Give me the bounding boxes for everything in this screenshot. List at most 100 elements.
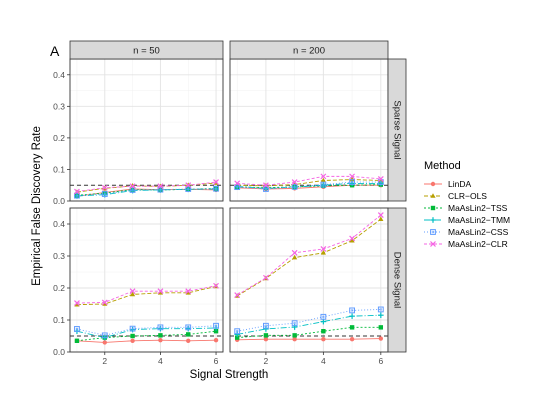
x-tick-label: 2 xyxy=(264,356,269,366)
strip-row-1-bg xyxy=(387,58,407,202)
data-point xyxy=(320,313,327,320)
series-line xyxy=(76,285,217,304)
series-line xyxy=(237,338,381,341)
legend-label: MaAsLin2−CLR xyxy=(448,239,508,249)
data-point xyxy=(320,318,327,325)
data-point xyxy=(320,173,327,180)
legend-key-marker xyxy=(430,217,436,223)
data-point xyxy=(292,337,297,342)
data-point xyxy=(321,337,326,342)
data-point xyxy=(185,290,191,295)
data-point xyxy=(349,237,355,243)
data-point xyxy=(185,182,192,189)
series-line xyxy=(237,314,381,335)
data-point xyxy=(157,288,164,295)
legend-label: MaAsLin2−TMM xyxy=(448,215,510,225)
data-point xyxy=(262,182,269,189)
legend-item: CLR−OLS xyxy=(424,191,487,201)
data-point xyxy=(263,186,269,192)
panel-background xyxy=(70,59,223,201)
panel-3: 0.0 0.1 0.2 0.3 0.4 2 4 6 xyxy=(53,207,224,366)
data-point xyxy=(129,325,136,332)
data-point xyxy=(320,181,327,188)
data-point xyxy=(213,282,219,289)
data-point xyxy=(263,333,269,338)
data-point xyxy=(157,324,164,331)
data-point xyxy=(186,338,191,343)
strip-col-2-bg xyxy=(229,40,389,60)
data-point xyxy=(213,322,219,329)
series-line xyxy=(237,182,381,189)
y-tick-label: 0.4 xyxy=(53,70,65,80)
data-point xyxy=(102,340,107,345)
data-point xyxy=(74,192,80,199)
data-point xyxy=(185,288,192,295)
data-point xyxy=(234,184,241,191)
y-tick-label: 0.3 xyxy=(53,101,65,111)
series-cross xyxy=(234,173,384,189)
panel-tag: A xyxy=(50,43,60,59)
series-cross xyxy=(74,179,219,195)
data-point xyxy=(291,320,298,327)
legend-key-marker xyxy=(430,181,436,187)
data-point xyxy=(130,333,135,339)
strip-col-2-label: n = 200 xyxy=(293,46,325,57)
y-axis-label: Empirical False Discovery Rate xyxy=(31,126,43,286)
x-tick-label: 4 xyxy=(158,356,163,366)
legend-key-marker xyxy=(430,205,436,211)
y-tick-label: 0.2 xyxy=(53,133,65,143)
data-point xyxy=(262,274,269,281)
strip-row-2-bg xyxy=(387,207,407,353)
x-tick-label: 6 xyxy=(214,356,219,366)
series-cross xyxy=(234,212,384,298)
data-point xyxy=(349,313,355,319)
row-strips: Sparse Signal Dense Signal xyxy=(387,58,407,353)
strip-col-1-label: n = 50 xyxy=(133,46,160,57)
series-line xyxy=(237,308,381,332)
data-point xyxy=(349,235,356,242)
data-point xyxy=(263,322,269,329)
legend: Method LinDA CLR−OLS MaAsLin2−TSS MaAsLin2−… xyxy=(424,160,510,249)
data-point xyxy=(213,179,219,185)
data-point xyxy=(349,337,355,342)
y-tick-label: 0.2 xyxy=(53,283,65,293)
series-line xyxy=(76,327,217,339)
legend-key-marker xyxy=(430,229,436,235)
series-line xyxy=(237,175,381,186)
panel-border xyxy=(69,207,224,353)
legend-item: MaAsLin2−CLR xyxy=(424,239,508,249)
data-point xyxy=(263,337,269,342)
y-tick-label: 0.3 xyxy=(53,251,65,261)
strip-row-2-label: Dense Signal xyxy=(391,252,402,309)
series-line xyxy=(236,214,382,296)
series-line xyxy=(237,181,381,190)
data-point xyxy=(320,246,327,252)
legend-title: Method xyxy=(424,160,461,172)
data-point xyxy=(321,329,326,334)
x-tick-label: 4 xyxy=(321,356,326,366)
legend-key-marker xyxy=(430,241,436,247)
data-point xyxy=(101,299,108,306)
y-tick-label: 0.0 xyxy=(53,196,65,206)
strip-col-1-bg xyxy=(69,40,224,60)
x-tick-label: 6 xyxy=(378,356,383,366)
y-tick-label: 0.1 xyxy=(53,164,65,174)
legend-label: CLR−OLS xyxy=(448,191,487,201)
data-point xyxy=(74,301,80,307)
panel-4: 2 4 6 xyxy=(229,207,389,366)
y-tick-label: 0.0 xyxy=(53,347,65,357)
data-point xyxy=(185,186,192,192)
data-point xyxy=(377,175,384,182)
legend-label: LinDA xyxy=(448,179,471,189)
y-tick-label: 0.1 xyxy=(53,315,65,325)
gridlines xyxy=(230,58,388,202)
data-point xyxy=(234,328,241,335)
data-point xyxy=(349,173,356,180)
series-line xyxy=(237,179,381,187)
data-point xyxy=(74,300,80,306)
series-line xyxy=(76,325,217,336)
series-line xyxy=(237,326,381,339)
data-point xyxy=(291,183,298,190)
